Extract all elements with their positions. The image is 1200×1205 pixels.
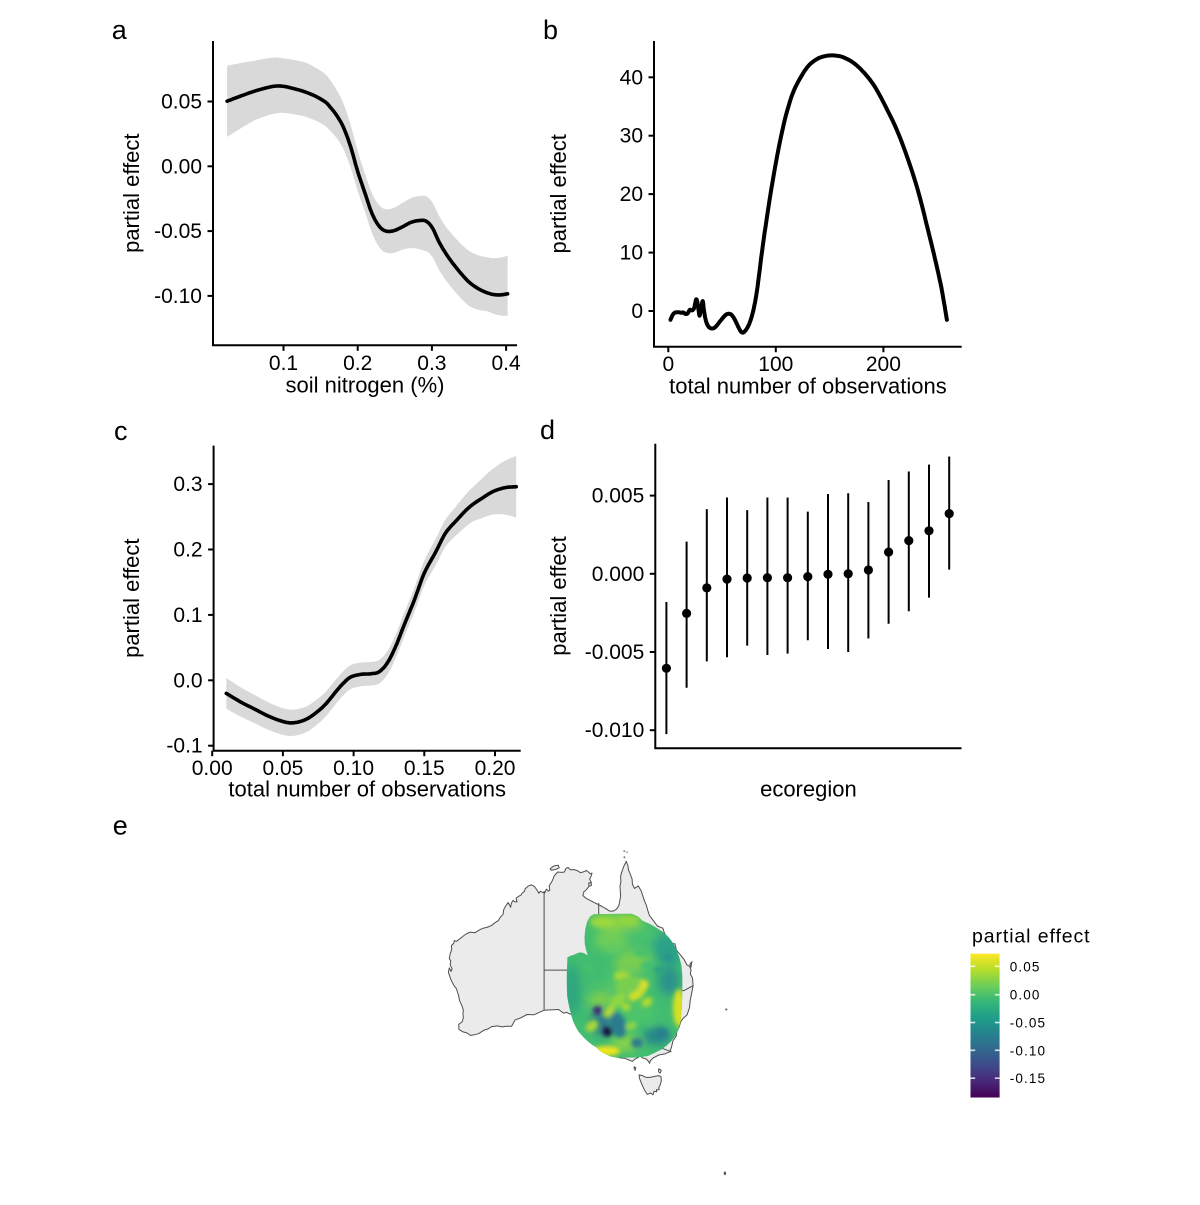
svg-text:10: 10 (620, 242, 643, 265)
svg-text:-0.10: -0.10 (1010, 1043, 1046, 1058)
svg-text:0.000: 0.000 (592, 563, 645, 586)
svg-text:0.05: 0.05 (1010, 959, 1041, 974)
svg-text:e: e (113, 811, 128, 841)
svg-text:-0.010: -0.010 (585, 719, 645, 742)
svg-text:partial effect: partial effect (119, 538, 144, 657)
svg-text:0.10: 0.10 (333, 757, 374, 780)
svg-text:partial effect: partial effect (119, 133, 144, 252)
svg-text:-0.1: -0.1 (166, 735, 202, 758)
svg-text:-0.05: -0.05 (1010, 1016, 1046, 1031)
svg-text:40: 40 (620, 66, 643, 89)
svg-text:partial effect: partial effect (546, 134, 571, 253)
svg-text:ecoregion: ecoregion (760, 776, 857, 801)
svg-text:20: 20 (620, 183, 643, 206)
svg-text:a: a (112, 15, 128, 45)
svg-text:d: d (540, 415, 555, 445)
svg-text:0.3: 0.3 (417, 352, 446, 375)
svg-text:0.00: 0.00 (192, 757, 233, 780)
svg-text:0: 0 (662, 353, 674, 376)
svg-text:0.00: 0.00 (161, 155, 202, 178)
svg-text:0.4: 0.4 (491, 352, 521, 375)
svg-text:0.0: 0.0 (173, 669, 202, 692)
svg-text:30: 30 (620, 125, 643, 148)
svg-text:0.005: 0.005 (592, 485, 645, 508)
svg-text:c: c (114, 416, 128, 446)
svg-text:0.20: 0.20 (475, 757, 516, 780)
svg-text:b: b (543, 15, 558, 45)
svg-text:0.2: 0.2 (343, 352, 372, 375)
svg-text:-0.05: -0.05 (154, 220, 202, 243)
svg-text:200: 200 (866, 353, 901, 376)
svg-text:0.00: 0.00 (1010, 988, 1041, 1003)
svg-text:100: 100 (758, 353, 793, 376)
svg-text:partial effect: partial effect (972, 926, 1090, 948)
svg-text:0: 0 (631, 300, 643, 323)
svg-text:0.15: 0.15 (404, 757, 445, 780)
svg-text:total number of observations: total number of observations (228, 777, 506, 802)
svg-text:partial effect: partial effect (546, 536, 571, 655)
svg-text:0.1: 0.1 (173, 604, 202, 627)
svg-text:-0.15: -0.15 (1010, 1071, 1046, 1086)
svg-text:0.3: 0.3 (173, 473, 202, 496)
svg-text:total number of observations: total number of observations (669, 374, 947, 399)
svg-text:0.05: 0.05 (262, 757, 303, 780)
svg-text:0.05: 0.05 (161, 91, 202, 114)
svg-text:soil nitrogen (%): soil nitrogen (%) (286, 372, 445, 397)
svg-text:0.2: 0.2 (173, 539, 202, 562)
svg-text:0.1: 0.1 (269, 352, 298, 375)
svg-text:-0.10: -0.10 (154, 285, 202, 308)
svg-text:-0.005: -0.005 (585, 641, 645, 664)
